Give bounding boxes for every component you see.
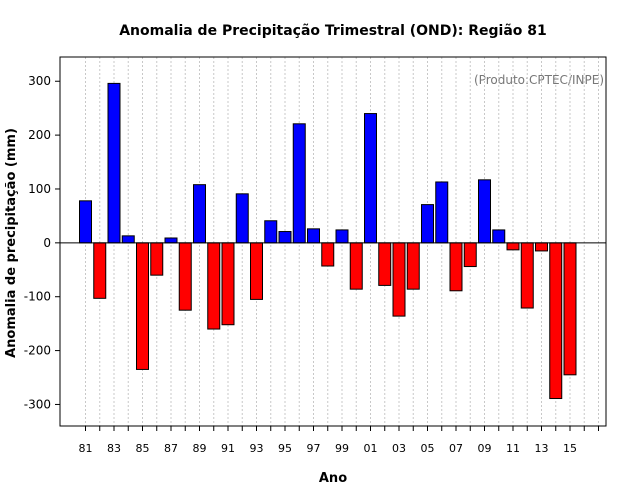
- bar-89: [193, 184, 206, 244]
- bar-13: [535, 242, 548, 252]
- bar-09: [478, 179, 491, 244]
- bar-90: [207, 242, 221, 330]
- bar-04: [406, 242, 420, 290]
- x-tick-label-13: 13: [535, 442, 549, 455]
- x-tick-label-09: 09: [478, 442, 492, 455]
- bar-83: [107, 82, 121, 244]
- bar-12: [520, 242, 534, 309]
- x-tick-label-85: 85: [136, 442, 150, 455]
- bar-00: [349, 242, 363, 290]
- bar-92: [235, 193, 249, 244]
- chart-title: Anomalia de Precipitação Trimestral (OND…: [119, 23, 547, 39]
- bar-98: [321, 242, 335, 267]
- bar-11: [506, 242, 520, 251]
- x-tick-label-83: 83: [107, 442, 121, 455]
- bar-06: [435, 181, 449, 244]
- x-tick-label-91: 91: [221, 442, 235, 455]
- bar-14: [549, 242, 563, 400]
- bar-03: [392, 242, 406, 317]
- bar-01: [364, 113, 377, 244]
- bar-81: [79, 200, 92, 244]
- x-tick-label-03: 03: [392, 442, 406, 455]
- bar-94: [264, 220, 278, 244]
- bar-88: [178, 242, 192, 311]
- axes: -300 -200 -100 0 100 200 300 81 83 85 87 89 91 93 95 97…: [24, 56, 607, 455]
- y-tick-label-0: 0: [43, 236, 51, 250]
- x-tick-label-15: 15: [563, 442, 577, 455]
- y-tick-label-300: 300: [28, 74, 51, 88]
- bar-95: [278, 231, 292, 244]
- x-tick-label-87: 87: [164, 442, 178, 455]
- x-tick-label-97: 97: [307, 442, 321, 455]
- y-axis-label: Anomalia de precipitação (mm): [4, 128, 19, 358]
- bar-10: [492, 229, 506, 244]
- bar-87: [164, 237, 178, 244]
- x-tick-label-11: 11: [506, 442, 520, 455]
- y-tick-label--200: -200: [24, 344, 51, 358]
- bar-93: [250, 242, 263, 300]
- bar-07: [449, 242, 463, 292]
- x-tick-label-99: 99: [335, 442, 349, 455]
- bar-96: [292, 123, 306, 244]
- credit-label: (Produto:CPTEC/INPE): [474, 73, 604, 87]
- x-tick-label-81: 81: [79, 442, 93, 455]
- x-axis-label: Ano: [319, 471, 347, 486]
- y-tick-label-200: 200: [28, 128, 51, 142]
- x-tick-label-05: 05: [421, 442, 435, 455]
- bar-99: [335, 229, 349, 244]
- y-tick-label--100: -100: [24, 290, 51, 304]
- bar-84: [121, 235, 135, 244]
- bar-05: [421, 204, 434, 244]
- y-tick-label-100: 100: [28, 182, 51, 196]
- x-tick-label-07: 07: [449, 442, 463, 455]
- bar-91: [221, 242, 235, 326]
- x-tick-label-93: 93: [250, 442, 264, 455]
- bar-86: [150, 242, 164, 276]
- x-tick-label-95: 95: [278, 442, 292, 455]
- bar-02: [378, 242, 392, 286]
- bar-15: [563, 242, 577, 376]
- bar-82: [93, 242, 107, 299]
- bar-97: [307, 228, 320, 244]
- plot-frame: [59, 56, 607, 427]
- y-tick-label--300: -300: [24, 397, 51, 411]
- x-tick-label-89: 89: [193, 442, 207, 455]
- x-tick-label-01: 01: [364, 442, 378, 455]
- bar-08: [463, 242, 477, 268]
- bar-85: [136, 242, 149, 370]
